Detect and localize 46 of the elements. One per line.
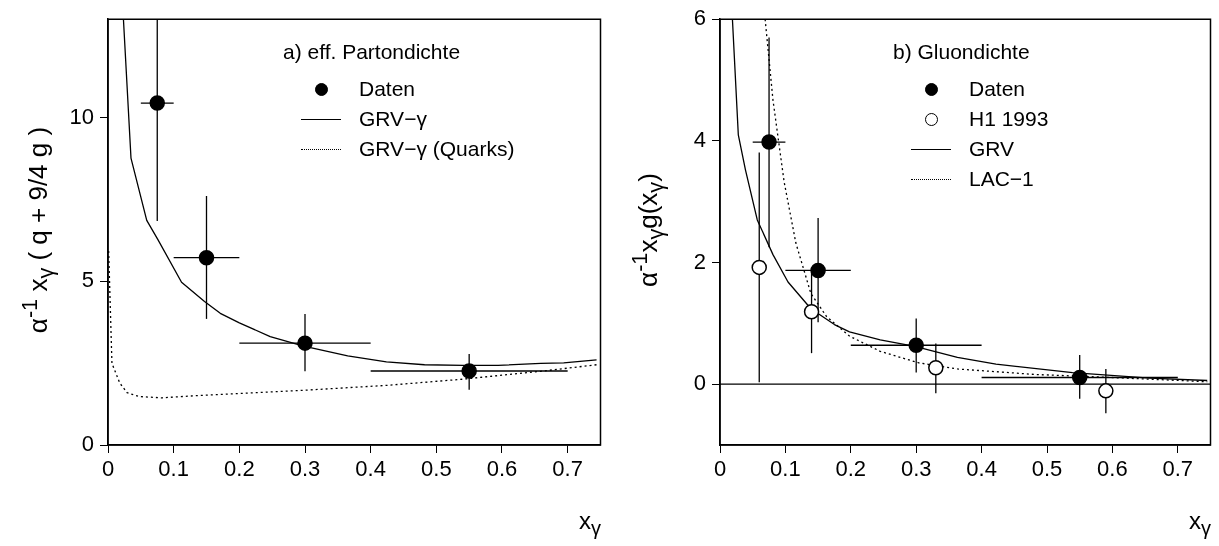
- legend-label: Daten: [359, 77, 416, 101]
- x-tick-label: 0: [713, 456, 727, 482]
- legend-label: GRV−γ: [359, 107, 427, 131]
- legend-label: GRV−γ (Quarks): [359, 137, 515, 161]
- legend-title: b) Gluondichte: [893, 40, 1031, 64]
- point: [149, 95, 165, 111]
- x-axis-title: x$_{γ}$: [579, 507, 601, 540]
- x-tick-label: 0.7: [552, 456, 583, 482]
- x-tick-label: 0.3: [289, 456, 321, 482]
- x-tick-label: 0.2: [224, 456, 255, 482]
- legend-label: H1 1993: [969, 107, 1049, 131]
- point: [810, 262, 826, 279]
- y-tick-label: 6: [693, 5, 706, 31]
- x-tick-label: 0.6: [1097, 456, 1128, 482]
- y-tick-label: 0: [693, 370, 706, 396]
- y-tick-label: 0: [81, 431, 94, 457]
- x-axis-title: x$_{γ}$: [1189, 507, 1211, 540]
- point: [928, 360, 944, 376]
- x-tick-label: 0.6: [486, 456, 518, 482]
- point: [198, 249, 215, 266]
- y-tick-label: 4: [693, 126, 706, 152]
- point: [297, 335, 313, 351]
- y-tick-label: 10: [69, 103, 94, 129]
- point: [908, 337, 924, 353]
- x-tick-label: 0.2: [835, 456, 867, 482]
- point: [803, 304, 820, 320]
- y-tick-label: 5: [81, 267, 94, 293]
- x-tick-label: 0: [101, 456, 115, 482]
- x-tick-label: 0.4: [355, 456, 386, 482]
- x-tick-label: 0.5: [1031, 456, 1063, 482]
- point: [1071, 369, 1088, 386]
- y-tick-label: 2: [693, 248, 706, 274]
- x-tick-label: 0.3: [900, 456, 932, 482]
- point: [761, 134, 777, 150]
- point: [461, 363, 477, 379]
- legend-label: GRV: [969, 137, 1015, 161]
- x-tick-label: 0.5: [421, 456, 452, 482]
- x-tick-label: 0.4: [966, 456, 997, 482]
- point: [751, 259, 767, 276]
- legend-label: Daten: [969, 77, 1026, 101]
- x-tick-label: 0.7: [1162, 456, 1194, 482]
- legend-title: a) eff. Partondichte: [283, 40, 462, 64]
- point: [1098, 383, 1114, 399]
- x-tick-label: 0.1: [770, 456, 801, 482]
- legend-label: LAC−1: [969, 167, 1034, 191]
- x-tick-label: 0.1: [158, 456, 189, 482]
